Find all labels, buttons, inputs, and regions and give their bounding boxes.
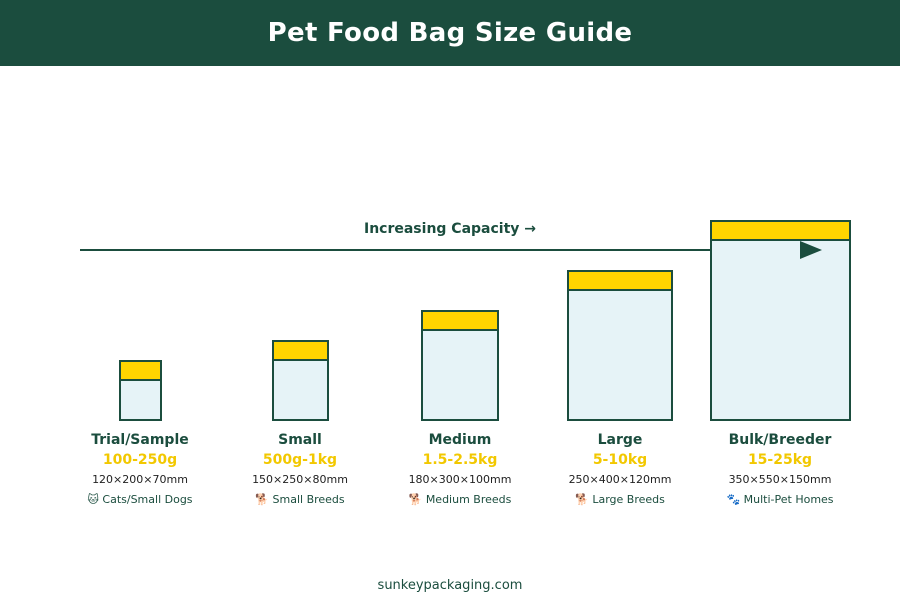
bag-use: 🐱 Cats/Small Dogs	[87, 493, 193, 506]
bag-top-seal	[710, 220, 851, 241]
bag-info-bulk-breeder: Bulk/Breeder 15-25kg 350×550×150mm 🐾 Mul…	[695, 430, 865, 510]
bag-info-large: Large 5-10kg 250×400×120mm 🐕 Large Breed…	[535, 430, 705, 510]
bag-use: 🐾 Multi-Pet Homes	[726, 493, 834, 506]
bag-body	[272, 359, 329, 421]
bag-use: 🐕 Large Breeds	[575, 493, 665, 506]
arrow-head-icon	[800, 241, 822, 259]
bag-weight: 1.5-2.5kg	[422, 452, 498, 468]
bag-dimensions: 350×550×150mm	[728, 473, 832, 486]
bag-weight: 500g-1kg	[262, 452, 338, 468]
bag-weight: 100-250g	[102, 452, 178, 468]
bag-use: 🐕 Medium Breeds	[408, 493, 512, 506]
title-bar: Pet Food Bag Size Guide	[0, 0, 900, 66]
bag-body	[567, 289, 673, 421]
bag-medium	[421, 310, 499, 421]
bag-name: Trial/Sample	[91, 432, 189, 448]
bag-dimensions: 150×250×80mm	[252, 473, 348, 486]
bag-body	[710, 239, 851, 421]
bag-body	[421, 329, 499, 421]
bag-dimensions: 250×400×120mm	[568, 473, 672, 486]
footer-url: sunkeypackaging.com	[377, 578, 523, 593]
bag-large	[567, 270, 673, 421]
bag-bulk-breeder	[710, 220, 851, 421]
bag-top-seal	[119, 360, 162, 381]
bag-weight: 15-25kg	[747, 452, 813, 468]
bag-body	[119, 379, 162, 421]
bag-small	[272, 340, 329, 421]
bag-top-seal	[272, 340, 329, 361]
bag-top-seal	[421, 310, 499, 331]
bag-name: Small	[278, 432, 322, 448]
bag-info-medium: Medium 1.5-2.5kg 180×300×100mm 🐕 Medium …	[375, 430, 545, 510]
page-title: Pet Food Bag Size Guide	[267, 18, 633, 48]
bag-dimensions: 120×200×70mm	[92, 473, 188, 486]
bag-name: Bulk/Breeder	[728, 432, 832, 448]
bag-name: Large	[597, 432, 643, 448]
capacity-label: Increasing Capacity →	[363, 221, 537, 237]
bag-trial-sample	[119, 360, 162, 421]
bag-top-seal	[567, 270, 673, 291]
bag-weight: 5-10kg	[592, 452, 648, 468]
bag-info-small: Small 500g-1kg 150×250×80mm 🐕 Small Bree…	[215, 430, 385, 510]
bag-use: 🐕 Small Breeds	[255, 493, 345, 506]
bag-info-trial-sample: Trial/Sample 100-250g 120×200×70mm 🐱 Cat…	[55, 430, 225, 510]
bag-dimensions: 180×300×100mm	[408, 473, 512, 486]
bag-name: Medium	[428, 432, 492, 448]
